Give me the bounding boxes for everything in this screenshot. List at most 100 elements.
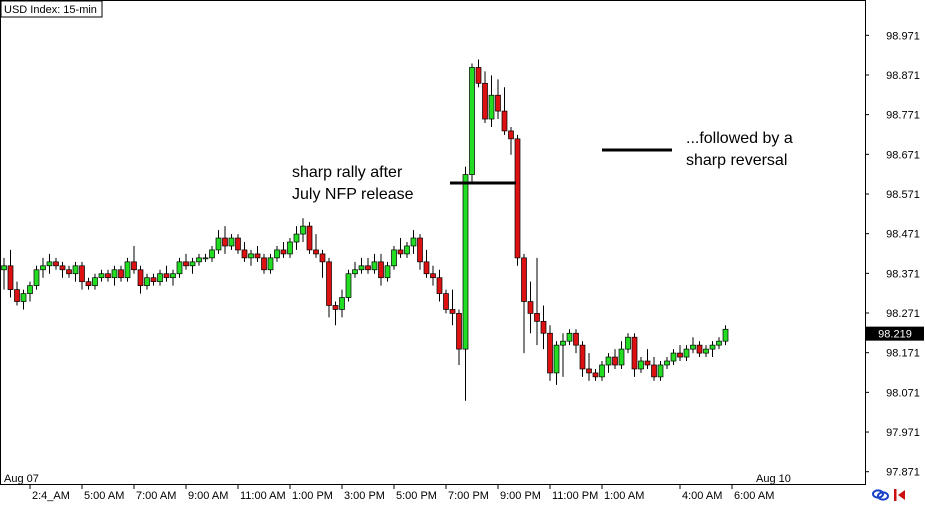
candle-body	[339, 297, 345, 310]
candle	[397, 238, 404, 258]
candle	[254, 245, 261, 262]
candle-body	[85, 281, 92, 286]
candle	[488, 75, 495, 127]
candle-body	[501, 110, 508, 132]
candle	[287, 238, 293, 258]
candle	[209, 245, 215, 262]
candle	[79, 261, 85, 290]
time-tick-label: 9:00 AM	[188, 490, 228, 502]
candle-body	[248, 253, 254, 259]
date-label: Aug 10	[756, 473, 791, 485]
candle-body	[514, 138, 521, 259]
candle-body	[618, 348, 625, 366]
candle	[670, 349, 677, 365]
candle	[573, 329, 579, 354]
candle-body	[436, 277, 443, 294]
candle	[384, 261, 391, 282]
candle	[456, 309, 462, 365]
candle	[469, 63, 475, 183]
candle-body	[631, 336, 638, 370]
candle	[618, 341, 625, 369]
candle	[709, 341, 716, 358]
candle-body	[332, 305, 339, 310]
time-tick-label: 7:00 AM	[136, 490, 176, 502]
candle	[677, 345, 683, 362]
candle	[586, 353, 592, 381]
candle-body	[98, 273, 105, 279]
time-tick-label: 6:00 AM	[734, 490, 774, 502]
time-tick-label: 9:00 PM	[500, 490, 541, 502]
candle	[300, 218, 306, 242]
candle-body	[105, 273, 111, 279]
candle-body	[280, 249, 287, 255]
time-tick-label: 1:00 PM	[292, 490, 333, 502]
candle	[547, 325, 553, 381]
price-tick-label: 98.471	[886, 229, 920, 241]
candle-body	[716, 340, 722, 346]
chart-title-box: USD Index: 15-min	[0, 0, 103, 18]
candle	[1, 257, 7, 290]
candle	[534, 257, 540, 346]
candle	[72, 261, 79, 282]
candle-body	[644, 360, 651, 366]
candle	[638, 357, 644, 373]
candle	[703, 345, 709, 358]
candle	[391, 245, 397, 270]
candle	[540, 305, 547, 350]
candle-body	[690, 344, 696, 350]
candle	[553, 341, 560, 385]
candle-body	[677, 352, 683, 358]
candle	[105, 269, 111, 282]
annotation-text: sharp reversal	[686, 152, 787, 169]
candle	[592, 368, 599, 381]
candle-body	[670, 352, 677, 362]
price-tick-label: 97.971	[886, 427, 920, 439]
candle	[352, 261, 358, 278]
candle	[358, 257, 365, 274]
candle	[599, 361, 605, 381]
candle	[664, 357, 670, 369]
candle-body	[709, 344, 716, 350]
link-chart-icon[interactable]	[872, 489, 889, 501]
candle	[605, 353, 612, 373]
candle-body	[118, 269, 124, 279]
candle-body	[79, 265, 85, 283]
candle-body	[228, 237, 235, 247]
candle	[508, 126, 514, 155]
time-tick-label: 3:00 PM	[344, 490, 385, 502]
candle	[92, 273, 98, 290]
candle	[651, 357, 657, 381]
candle-body	[131, 261, 137, 271]
candle-body	[209, 249, 215, 259]
candle-body	[404, 245, 410, 255]
candle	[430, 265, 436, 286]
candle-body	[612, 356, 618, 366]
candle-body	[59, 265, 66, 271]
candle	[683, 345, 690, 362]
annotation-text: sharp rally after	[292, 164, 403, 181]
candle-body	[53, 261, 59, 267]
annotations: sharp rally after July NFP release ...foll…	[292, 130, 793, 203]
candle-body	[7, 265, 14, 290]
candle	[657, 361, 664, 381]
price-tick-label: 98.171	[886, 348, 920, 360]
candle-body	[170, 273, 176, 279]
candle-body	[469, 67, 475, 175]
price-tick-label: 97.871	[886, 467, 920, 479]
price-tick-label: 98.871	[886, 70, 920, 82]
candle	[157, 269, 163, 286]
candle-body	[651, 364, 657, 378]
candle	[150, 273, 157, 286]
candle	[46, 253, 53, 274]
candle	[14, 281, 20, 306]
candle	[410, 230, 417, 254]
candle-body	[592, 372, 599, 378]
candle-body	[189, 261, 196, 267]
candle	[222, 226, 228, 254]
candle	[215, 230, 222, 254]
candle-body	[235, 237, 241, 251]
scroll-end-icon[interactable]	[894, 489, 905, 501]
time-tick-label: 2:4_AM	[32, 490, 70, 502]
